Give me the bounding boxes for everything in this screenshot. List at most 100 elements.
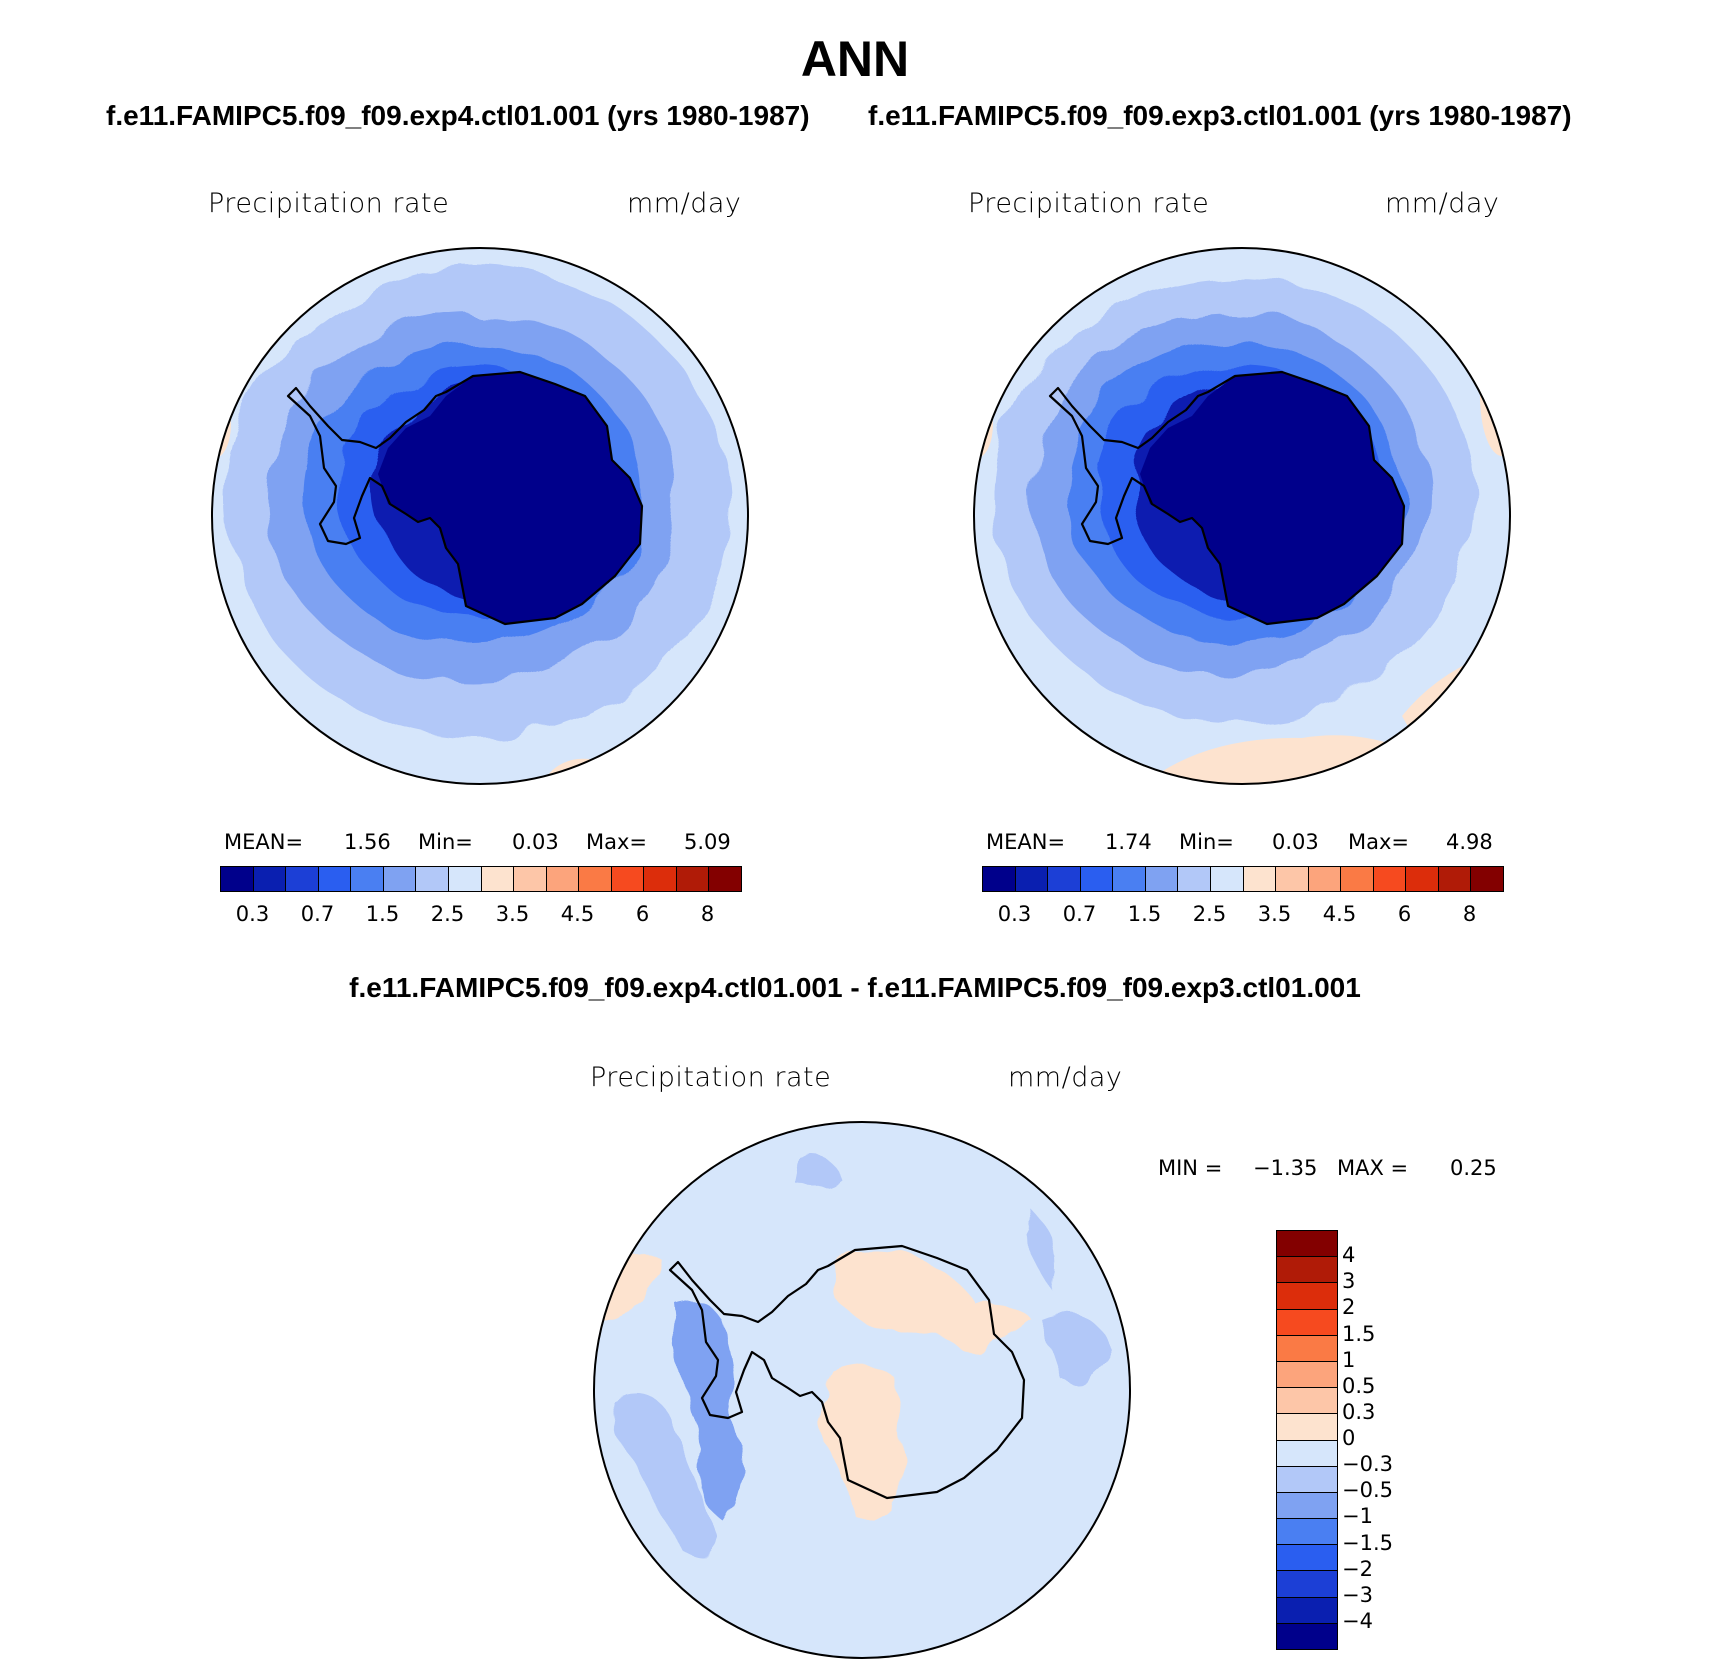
colorbar-swatch [1277, 1335, 1337, 1362]
colorbar-swatch [1406, 867, 1439, 891]
colorbar-swatch [1277, 1283, 1337, 1310]
colorbar-swatch [1277, 1623, 1337, 1649]
colorbar-swatch [1276, 867, 1309, 891]
colorbar-tick-label: 0.3 [1342, 1399, 1376, 1424]
min-value-right: 0.03 [1272, 830, 1319, 854]
antarctic-ice-sheet-fill [1140, 372, 1404, 624]
colorbar-tick-label: 4 [1342, 1243, 1356, 1268]
colorbar-swatch [983, 867, 1016, 891]
colorbar-tick-label: 2.5 [430, 902, 465, 926]
variable-label-diff: Precipitation rate [590, 1062, 832, 1093]
contour-band-neg0.3-northeast [1022, 1210, 1055, 1290]
colorbar-swatch [1277, 1545, 1337, 1572]
mean-value-left: 1.56 [344, 830, 391, 854]
colorbar-swatch [1308, 867, 1342, 891]
colorbar-difference [1276, 1230, 1338, 1650]
min-label-right: Min= [1179, 830, 1234, 854]
antarctic-ice-sheet-fill [378, 372, 642, 624]
contour-band-4.5-west [212, 406, 220, 442]
contour-band-neg0.3-west [612, 1393, 722, 1558]
colorbar-tick-label: 1.5 [365, 902, 400, 926]
colorbar-swatch [644, 867, 677, 891]
variable-label-left: Precipitation rate [208, 188, 450, 219]
colorbar-tick-label: 1 [1342, 1347, 1356, 1372]
antarctica-coastline [668, 1244, 1026, 1500]
colorbar-tick-label: 2.5 [1192, 902, 1227, 926]
colorbar-tick-label: 1.5 [1342, 1321, 1376, 1346]
contour-band-neg0.3-east [1042, 1314, 1112, 1382]
case-title-left: f.e11.FAMIPC5.f09_f09.exp4.ctl01.001 (yr… [106, 100, 810, 131]
colorbar-swatch [1277, 1492, 1337, 1520]
colorbar-swatch [1277, 1231, 1337, 1258]
contour-band-3.5-west [974, 390, 993, 458]
contour-band-3.5-west [212, 390, 231, 458]
colorbar-tick-label: 6 [635, 902, 650, 926]
colorbar-swatch [416, 867, 449, 891]
colorbar-swatch [1015, 867, 1049, 891]
colorbar-tick-label: 0 [1342, 1426, 1356, 1450]
colorbar-tick-label: 0.5 [1342, 1373, 1376, 1398]
colorbar-swatch [383, 867, 417, 891]
max-label-left: Max= [586, 830, 648, 854]
colorbar-swatch [1113, 867, 1146, 891]
difference-title: f.e11.FAMIPC5.f09_f09.exp4.ctl01.001 - f… [349, 972, 1361, 1003]
colorbar-swatch [676, 867, 710, 891]
colorbar-swatch [1277, 1466, 1337, 1493]
min-label-left: Min= [418, 830, 473, 854]
colorbar-swatch [1277, 1440, 1337, 1467]
colorbar-tick-label: 8 [1462, 902, 1477, 926]
colorbar-swatch [1341, 867, 1374, 891]
contour-band-3.5-east [1480, 336, 1510, 456]
colorbar-tick-label: −4 [1342, 1608, 1373, 1633]
colorbar-swatch [253, 867, 287, 891]
colorbar-swatch [514, 867, 547, 891]
colorbar-tick-label: 0.3 [997, 902, 1032, 926]
colorbar-swatch [1277, 1361, 1337, 1389]
colorbar-tick-label: 2 [1342, 1295, 1356, 1320]
colorbar-tick-label: 1.5 [1127, 902, 1162, 926]
colorbar-swatch [1178, 867, 1211, 891]
units-label-diff: mm/day [1008, 1062, 1123, 1093]
colorbar-tick-label: 8 [700, 902, 715, 926]
colorbar-swatch [351, 867, 384, 891]
mean-value-right: 1.74 [1105, 830, 1152, 854]
colorbar-tick-label: 3 [1342, 1269, 1356, 1294]
antarctica-coastline [1048, 370, 1406, 626]
units-label-right: mm/day [1385, 188, 1500, 219]
colorbar-swatch [1438, 867, 1472, 891]
colorbar-swatch [611, 867, 645, 891]
colorbar-tick-label: 3.5 [1257, 902, 1292, 926]
antarctica-coastline [286, 370, 644, 626]
colorbar-tick-label: 3.5 [495, 902, 530, 926]
polar-map-difference [593, 1121, 1131, 1659]
colorbar-left [220, 866, 742, 892]
colorbar-tick-label: 6 [1397, 902, 1412, 926]
colorbar-tick-label: 4.5 [560, 902, 595, 926]
colorbar-swatch [221, 867, 254, 891]
colorbar-swatch [1145, 867, 1179, 891]
colorbar-swatch [1277, 1571, 1337, 1598]
diff-min-label: MIN = [1158, 1156, 1223, 1180]
diff-min-value: −1.35 [1253, 1156, 1318, 1180]
colorbar-swatch [709, 867, 741, 891]
colorbar-tick-label: 0.7 [300, 902, 335, 926]
map-boundary-circle [973, 247, 1511, 785]
contour-band-pos-eastant [832, 1250, 1032, 1350]
max-value-right: 4.98 [1446, 830, 1493, 854]
diff-max-label: MAX = [1337, 1156, 1409, 1180]
colorbar-swatch [481, 867, 515, 891]
colorbar-tick-label: 0.7 [1062, 902, 1097, 926]
polar-map-right [973, 247, 1511, 785]
colorbar-right [982, 866, 1504, 892]
colorbar-swatch [1243, 867, 1277, 891]
max-label-right: Max= [1348, 830, 1410, 854]
polar-map-left [211, 247, 749, 785]
colorbar-swatch [1277, 1309, 1337, 1336]
colorbar-tick-label: −1 [1342, 1504, 1373, 1529]
colorbar-tick-label: −1.5 [1342, 1530, 1393, 1555]
contour-band-neg0.3-north [797, 1157, 842, 1189]
colorbar-swatch [1373, 867, 1407, 891]
colorbar-swatch [579, 867, 612, 891]
main-title: ANN [800, 31, 910, 87]
colorbar-swatch [1471, 867, 1503, 891]
